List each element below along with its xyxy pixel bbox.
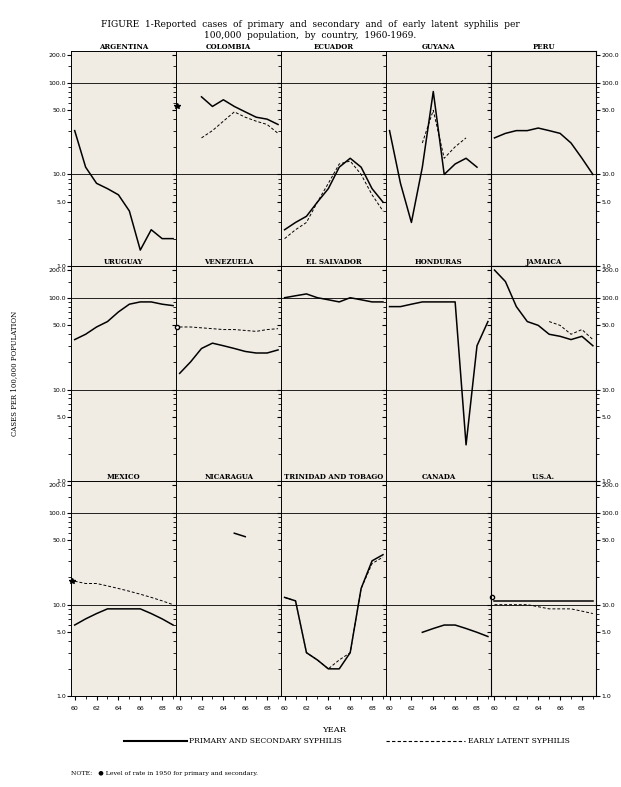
Text: TRINIDAD AND TOBAGO: TRINIDAD AND TOBAGO — [284, 474, 383, 482]
Text: FIGURE  1-Reported  cases  of  primary  and  secondary  and  of  early  latent  : FIGURE 1-Reported cases of primary and s… — [101, 20, 520, 28]
Text: JAMAICA: JAMAICA — [525, 258, 562, 266]
Text: CANADA: CANADA — [422, 474, 456, 482]
Text: PRIMARY AND SECONDARY SYPHILIS: PRIMARY AND SECONDARY SYPHILIS — [189, 737, 342, 745]
Text: NICARAGUA: NICARAGUA — [204, 474, 253, 482]
Text: GUYANA: GUYANA — [422, 43, 455, 51]
Text: ARGENTINA: ARGENTINA — [99, 43, 148, 51]
Text: CASES PER 100,000 POPULATION: CASES PER 100,000 POPULATION — [10, 311, 17, 437]
Text: NOTE:   ● Level of rate in 1950 for primary and secondary.: NOTE: ● Level of rate in 1950 for primar… — [71, 771, 258, 776]
Text: URUGUAY: URUGUAY — [104, 258, 143, 266]
Text: HONDURAS: HONDURAS — [415, 258, 463, 266]
Text: EARLY LATENT SYPHILIS: EARLY LATENT SYPHILIS — [468, 737, 569, 745]
Text: MEXICO: MEXICO — [107, 474, 141, 482]
Text: 100,000  population,  by  country,  1960-1969.: 100,000 population, by country, 1960-196… — [204, 31, 417, 39]
Text: YEAR: YEAR — [322, 726, 346, 734]
Text: ECUADOR: ECUADOR — [314, 43, 354, 51]
Text: EL SALVADOR: EL SALVADOR — [306, 258, 361, 266]
Text: U.S.A.: U.S.A. — [532, 474, 555, 482]
Text: COLOMBIA: COLOMBIA — [206, 43, 252, 51]
Text: VENEZUELA: VENEZUELA — [204, 258, 253, 266]
Text: PERU: PERU — [532, 43, 555, 51]
